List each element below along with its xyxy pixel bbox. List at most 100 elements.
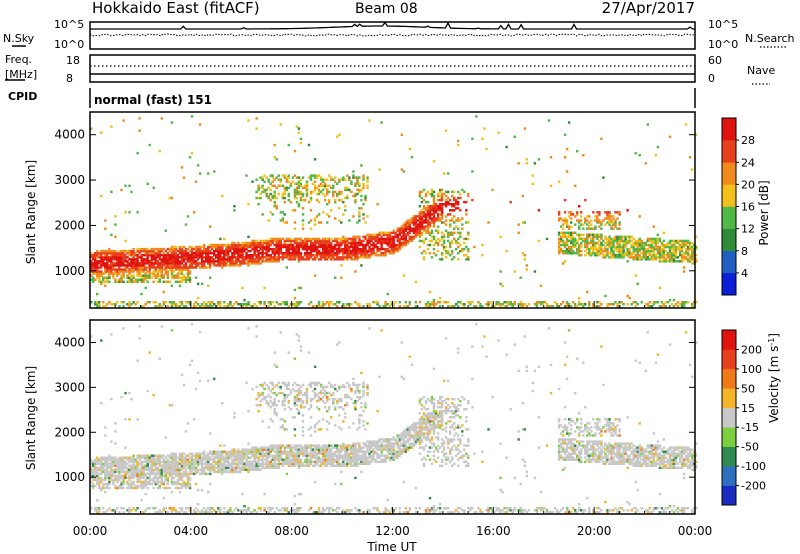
power-cell xyxy=(608,241,611,245)
power-cell xyxy=(654,301,658,304)
power-cell xyxy=(118,264,121,267)
power-cell xyxy=(116,280,119,284)
velocity-cell xyxy=(130,486,133,490)
power-cell xyxy=(168,264,172,267)
power-cell xyxy=(281,184,285,188)
velocity-cell xyxy=(162,507,166,510)
velocity-cell xyxy=(152,458,155,461)
power-cell xyxy=(614,237,617,241)
velocity-cell xyxy=(192,458,196,461)
power-cell xyxy=(346,245,349,249)
power-cell xyxy=(688,258,692,261)
power-cell xyxy=(313,239,317,243)
power-cell xyxy=(213,252,216,255)
power-cell xyxy=(360,239,363,243)
velocity-cell xyxy=(144,468,147,472)
power-cell xyxy=(128,270,131,273)
power-cell xyxy=(559,217,563,220)
power-cell xyxy=(628,239,631,243)
power-cell xyxy=(317,305,321,308)
power-cell xyxy=(444,219,448,222)
power-cell xyxy=(124,254,127,257)
power-cell xyxy=(497,303,500,306)
power-cell xyxy=(465,258,468,261)
power-cell xyxy=(380,247,383,251)
power-cell xyxy=(233,256,236,259)
power-cell xyxy=(297,180,301,183)
power-cell xyxy=(418,192,422,196)
power-cell xyxy=(307,247,311,251)
power-cell xyxy=(521,252,525,255)
power-cell xyxy=(614,235,617,239)
power-cell xyxy=(453,190,456,194)
power-cell xyxy=(656,145,660,149)
power-cell xyxy=(271,301,274,304)
velocity-cell xyxy=(233,450,236,453)
power-cell xyxy=(134,254,137,257)
power-cell xyxy=(574,231,577,235)
power-cell xyxy=(682,245,686,249)
power-cell xyxy=(598,301,601,304)
velocity-cell xyxy=(235,470,238,474)
velocity-cell xyxy=(229,452,232,455)
velocity-cell xyxy=(180,454,184,457)
power-cell xyxy=(110,264,113,267)
power-cell xyxy=(192,247,196,251)
velocity-cell xyxy=(219,454,222,457)
power-cell xyxy=(461,249,464,253)
power-cell xyxy=(455,200,458,204)
velocity-cell xyxy=(94,472,97,476)
power-cell xyxy=(319,254,323,257)
power-cell xyxy=(273,143,276,147)
power-cell xyxy=(576,233,579,237)
velocity-cell xyxy=(140,464,143,468)
velocity-cell xyxy=(150,454,153,457)
power-cell xyxy=(293,182,297,186)
power-cell xyxy=(646,249,650,253)
power-cell xyxy=(277,247,281,251)
velocity-cell xyxy=(243,468,246,472)
velocity-cell xyxy=(110,468,113,472)
velocity-cell xyxy=(251,464,254,468)
velocity-cell xyxy=(229,462,232,466)
power-cell xyxy=(662,252,666,255)
power-cell xyxy=(194,305,198,308)
power-cell xyxy=(301,258,305,261)
power-cell xyxy=(457,252,460,255)
velocity-cell xyxy=(122,474,125,478)
velocity-cell xyxy=(136,418,139,421)
power-cell xyxy=(392,237,395,241)
power-cell xyxy=(273,247,276,251)
power-cell xyxy=(261,176,264,179)
power-cell xyxy=(273,249,276,253)
power-cell xyxy=(92,258,95,261)
velocity-cell xyxy=(96,509,99,512)
velocity-cell xyxy=(257,391,260,395)
power-cell xyxy=(602,219,605,222)
power-cell xyxy=(317,303,321,306)
velocity-cell xyxy=(233,452,236,455)
power-cell xyxy=(94,301,97,304)
power-cell xyxy=(249,243,252,247)
power-cell xyxy=(499,270,502,273)
power-cell xyxy=(404,233,408,237)
power-cell xyxy=(188,260,192,263)
power-cell xyxy=(140,262,143,265)
power-cell xyxy=(279,243,283,247)
power-cell xyxy=(360,252,363,255)
power-cell xyxy=(245,245,248,249)
power-cell xyxy=(323,252,327,255)
power-cell xyxy=(215,260,218,263)
power-cell xyxy=(94,258,97,261)
power-cell xyxy=(662,254,666,257)
velocity-cell xyxy=(184,458,188,461)
power-cell xyxy=(606,217,609,220)
power-cell xyxy=(578,252,581,255)
power-cell xyxy=(92,278,95,281)
power-cell xyxy=(358,252,361,255)
power-cell xyxy=(658,254,662,257)
power-cell xyxy=(499,303,502,306)
velocity-cell xyxy=(94,458,97,461)
velocity-cell xyxy=(98,509,101,512)
power-cell xyxy=(96,301,99,304)
